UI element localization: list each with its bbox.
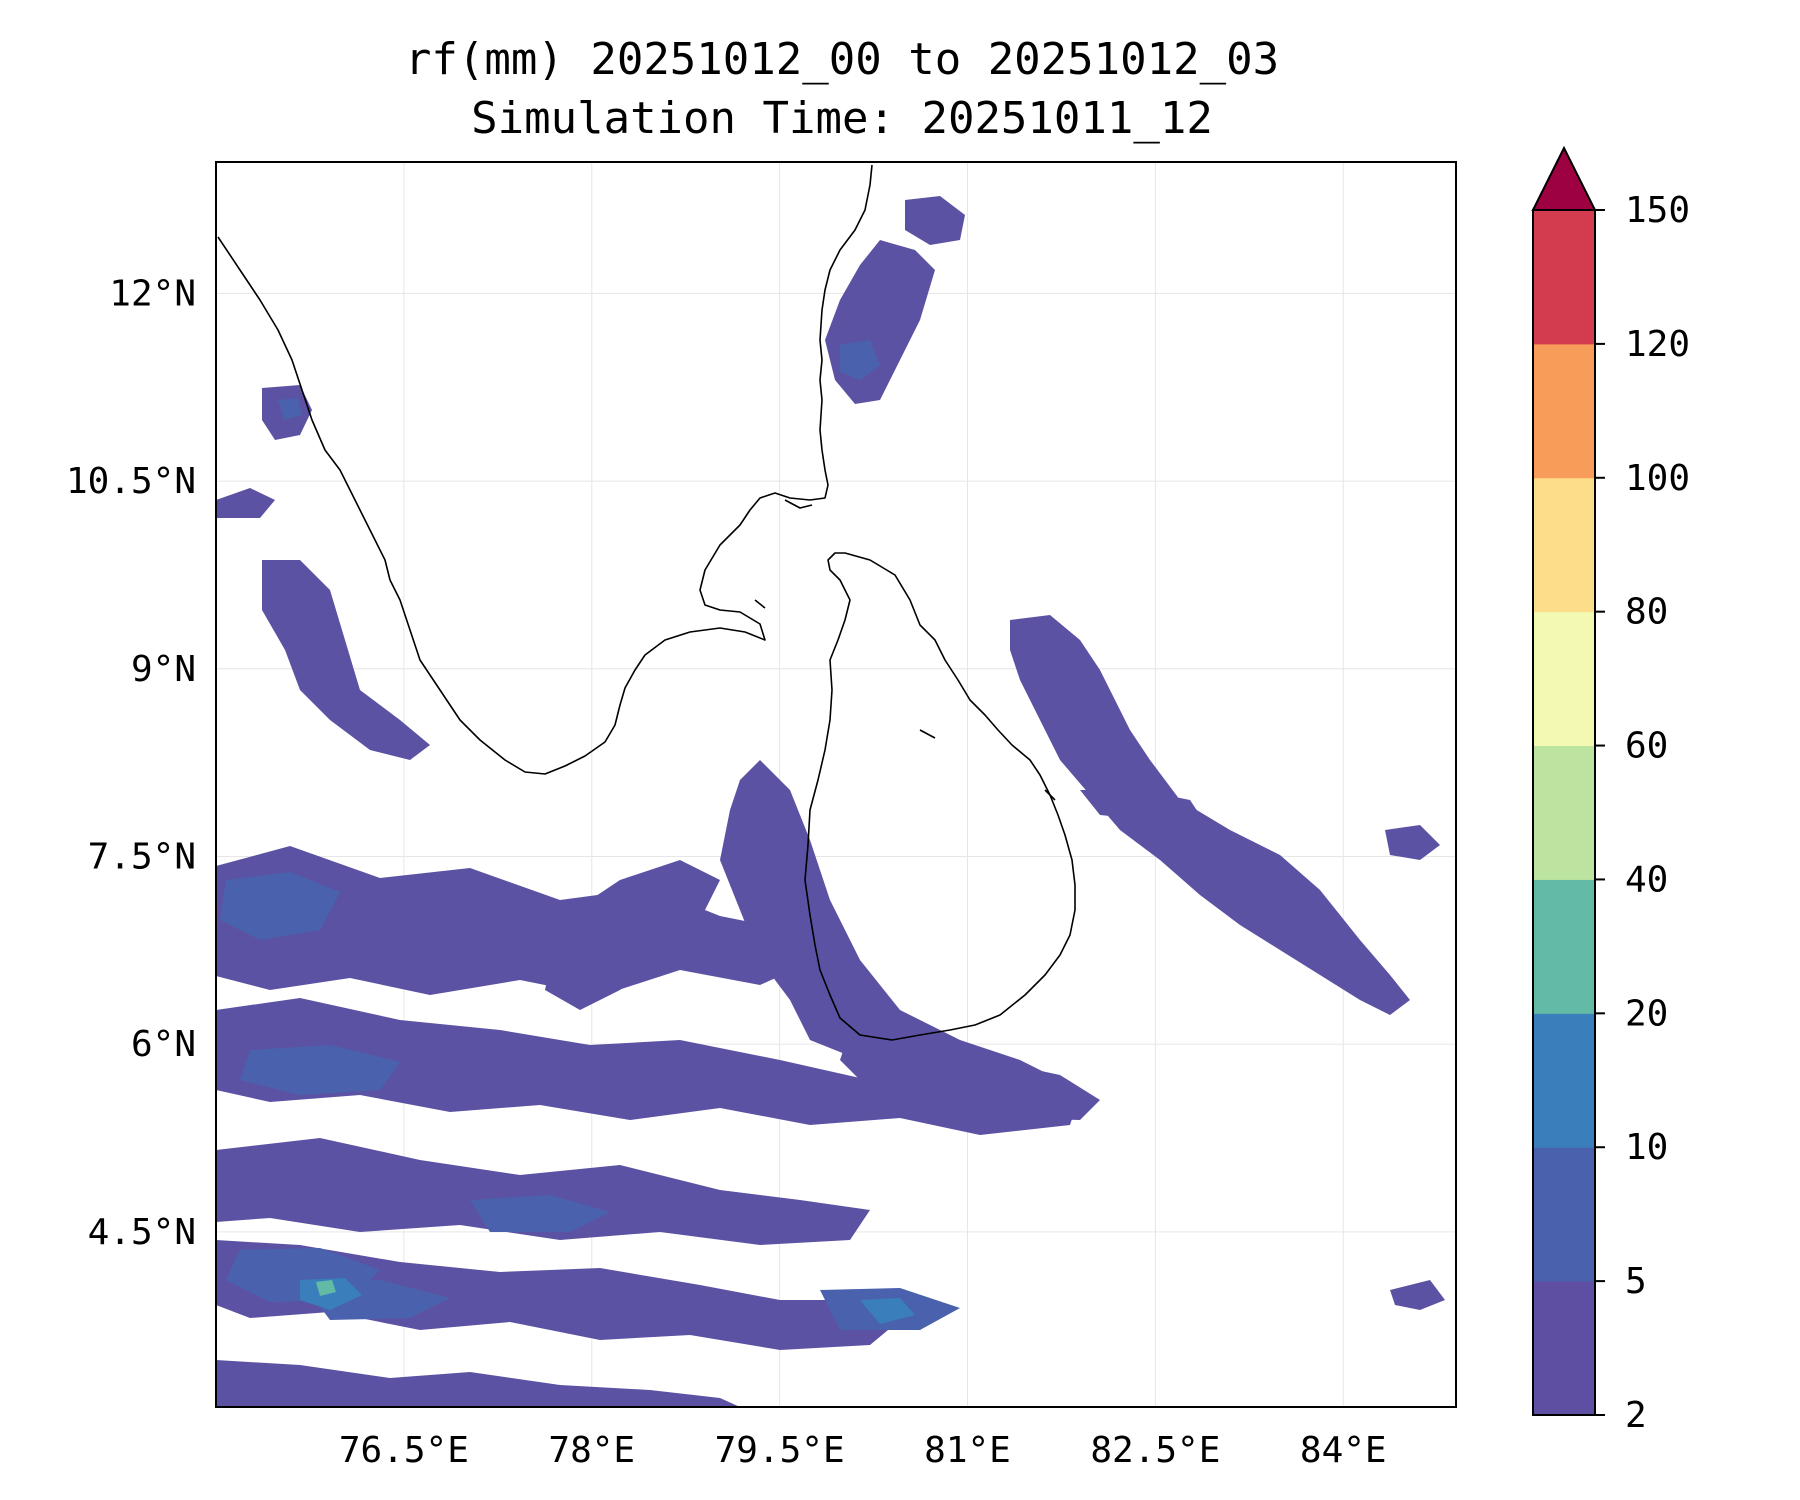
lat-tick-label: 4.5°N bbox=[88, 1212, 196, 1253]
rainfall-field bbox=[216, 846, 1080, 1407]
rain-patch-south-6 bbox=[470, 1195, 610, 1232]
colorbar-segment bbox=[1533, 1281, 1595, 1416]
lat-tick-label: 10.5°N bbox=[66, 461, 196, 502]
rain-band-south-1 bbox=[216, 846, 820, 996]
coastline-islands bbox=[754, 499, 1056, 801]
lon-tick-label: 82.5°E bbox=[1090, 1430, 1220, 1471]
rain-patch-kerala-north-core bbox=[278, 398, 302, 420]
colorbar-tick-label: 150 bbox=[1625, 190, 1690, 231]
colorbar-segment bbox=[1533, 879, 1595, 1014]
rain-band-kerala-coast bbox=[262, 560, 430, 760]
rain-patch-far-southeast bbox=[1390, 1280, 1445, 1310]
colorbar-tick-label: 40 bbox=[1625, 859, 1668, 900]
rain-patch-bay-east-far bbox=[1385, 825, 1440, 860]
colorbar-tick-label: 120 bbox=[1625, 324, 1690, 365]
lat-tick-label: 12°N bbox=[109, 273, 196, 314]
coastlines bbox=[217, 164, 1076, 1041]
lat-tick-label: 7.5°N bbox=[88, 836, 196, 877]
colorbar-tick-label: 80 bbox=[1625, 592, 1668, 633]
rain-core-heavy-1 bbox=[300, 1278, 362, 1310]
colorbar-tick-label: 10 bbox=[1625, 1127, 1668, 1168]
map-frame bbox=[215, 161, 1457, 1408]
rain-band-south-4 bbox=[216, 1240, 900, 1350]
lat-tick-label: 9°N bbox=[131, 649, 196, 690]
title-line-2: Simulation Time: 20251011_12 bbox=[471, 93, 1213, 144]
colorbar-tick-label: 60 bbox=[1625, 726, 1668, 767]
rain-core-peak bbox=[316, 1280, 336, 1296]
coastline-india bbox=[217, 164, 873, 775]
colorbar-segment bbox=[1533, 745, 1595, 880]
colorbar-tick-label: 2 bbox=[1625, 1395, 1647, 1436]
rain-patch-west-arabian bbox=[216, 488, 275, 518]
rain-core-heavy-2 bbox=[860, 1298, 915, 1324]
rain-band-srilanka-west bbox=[720, 760, 1060, 1100]
colorbar-segment bbox=[1533, 210, 1595, 345]
colorbar-segment bbox=[1533, 1147, 1595, 1282]
rain-band-bay-east bbox=[1010, 615, 1410, 1015]
lon-tick-label: 76.5°E bbox=[339, 1430, 469, 1471]
rain-patch-west-2 bbox=[240, 1045, 400, 1095]
rain-patch-west-1 bbox=[220, 872, 340, 940]
colorbar-segments bbox=[1533, 210, 1595, 1416]
lon-tick-label: 84°E bbox=[1300, 1430, 1387, 1471]
colorbar-frame bbox=[1532, 209, 1596, 1416]
longitude-tick-labels: 76.5°E 78°E 79.5°E 81°E 82.5°E 84°E bbox=[339, 1430, 1387, 1471]
lon-tick-label: 79.5°E bbox=[715, 1430, 845, 1471]
colorbar-tick-label: 100 bbox=[1625, 458, 1690, 499]
lon-tick-label: 78°E bbox=[548, 1430, 635, 1471]
latitude-tick-labels: 12°N 10.5°N 9°N 7.5°N 6°N 4.5°N bbox=[66, 273, 196, 1252]
rain-band-south-3 bbox=[216, 1138, 870, 1245]
coastline-sri-lanka bbox=[804, 552, 1076, 1041]
colorbar-segment bbox=[1533, 477, 1595, 613]
colorbar-extend-arrow bbox=[1531, 145, 1597, 211]
colorbar-segment bbox=[1533, 1013, 1595, 1148]
rain-band-south-2 bbox=[216, 998, 1080, 1135]
colorbar-segment bbox=[1533, 343, 1595, 479]
rain-band-bay-east-branch bbox=[1080, 790, 1200, 820]
lat-tick-label: 6°N bbox=[131, 1024, 196, 1065]
rain-band-south-5 bbox=[216, 1360, 740, 1407]
colorbar-tick-label: 5 bbox=[1625, 1261, 1647, 1302]
rain-band-tn-north bbox=[905, 196, 965, 245]
colorbar-segment bbox=[1533, 611, 1595, 747]
lon-tick-label: 81°E bbox=[924, 1430, 1011, 1471]
colorbar-tick-labels: 2 5 10 20 40 60 80 100 120 150 bbox=[1625, 190, 1690, 1436]
colorbar-ticks bbox=[1595, 209, 1605, 1416]
rain-band-srilanka-south bbox=[840, 1030, 1100, 1120]
colorbar-tick-label: 20 bbox=[1625, 993, 1668, 1034]
title-line-1: rf(mm) 20251012_00 to 20251012_03 bbox=[405, 34, 1279, 85]
rain-band-center-arc bbox=[545, 860, 720, 1010]
rain-band-tn-coast-core bbox=[840, 340, 880, 380]
colorbar: 2 5 10 20 40 60 80 100 120 150 bbox=[1531, 145, 1690, 1436]
